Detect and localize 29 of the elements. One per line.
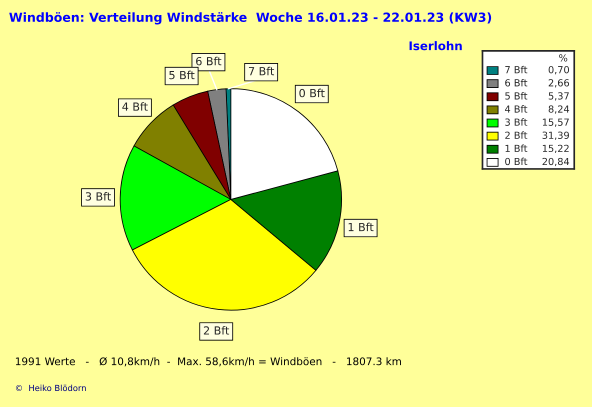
chart-title: Windböen: Verteilung Windstärke Woche 16.01.23 - 22.01.23 (KW3) [9, 12, 492, 24]
legend-label: 5 Bft [505, 92, 528, 100]
data-label: 31,39 [542, 132, 569, 140]
slice-label: 1 Bft [348, 222, 374, 232]
legend-label: 4 Bft [504, 105, 528, 113]
slice-label: 2 Bft [204, 326, 230, 335]
slice-label: 0 Bft [299, 88, 325, 98]
legend-label: 2 Bft [505, 131, 528, 139]
legend-label: 3 Bft [505, 118, 528, 126]
slice-label: 4 Bft [122, 102, 148, 111]
legend-label: 7 Bft [505, 66, 528, 74]
data-label: 20,84 [542, 158, 570, 166]
legend-label: 1 Bft [506, 144, 528, 152]
slice-label: 6 Bft [196, 56, 222, 66]
data-label: 8,24 [548, 105, 570, 114]
slice-label: 5 Bft [169, 70, 195, 80]
data-label: 0,70 [548, 66, 570, 74]
legend-label: 6 Bft [505, 78, 528, 86]
data-label: 5,37 [548, 92, 569, 101]
slice-label: 3 Bft [86, 192, 111, 201]
text: 1991 Werte - Ø 10,8km/h - Max. 58,6km/h = Windböen - 1807.3 km [16, 357, 401, 366]
slice-label: 7 Bft [248, 66, 274, 76]
data-label: 15,22 [542, 144, 569, 154]
data-label: 2,66 [548, 79, 570, 88]
data-label: 15,57 [542, 118, 569, 127]
text: © Heiko Blödorn [16, 384, 86, 392]
chart-subtitle: Iserlohn [410, 41, 462, 50]
legend-label: 0 Bft [505, 158, 528, 166]
legend-title: % [559, 54, 568, 62]
